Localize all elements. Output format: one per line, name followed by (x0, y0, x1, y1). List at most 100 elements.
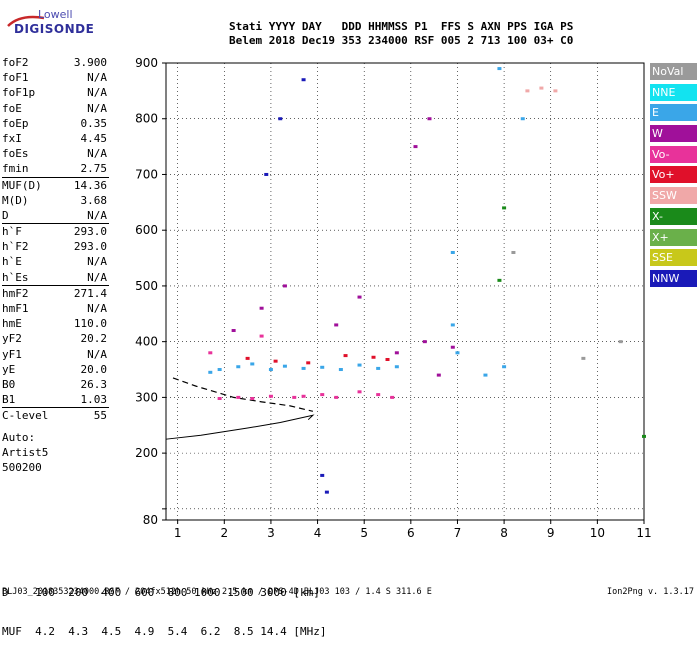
param-value: 1.03 (80, 393, 108, 407)
data-point (250, 362, 255, 366)
footer-version: Ion2Png v. 1.3.17 (607, 587, 694, 597)
param-label: h`E (2, 255, 22, 269)
y-tick-label: 400 (135, 335, 158, 349)
x-tick-label: 10 (590, 526, 605, 540)
data-point (553, 89, 558, 93)
x-tick-label: 7 (454, 526, 462, 540)
x-tick-label: 4 (314, 526, 322, 540)
param-label: fxI (2, 131, 22, 145)
param-row: h`F 293.0 (2, 223, 109, 239)
data-point (525, 89, 530, 93)
param-value: 20.2 (80, 332, 108, 346)
param-value: 0.35 (80, 116, 108, 130)
data-point (455, 351, 460, 355)
param-value: N/A (87, 147, 107, 161)
x-tick-label: 5 (360, 526, 368, 540)
param-label: foF1 (2, 71, 29, 85)
data-point (357, 390, 362, 394)
data-point (231, 329, 236, 333)
param-row: foF1 N/A (2, 70, 109, 85)
data-point (245, 356, 250, 360)
param-row: D N/A (2, 208, 109, 223)
data-point (539, 86, 544, 90)
param-value: 26.3 (80, 377, 108, 391)
param-value: 3.900 (73, 56, 107, 69)
param-label: yF2 (2, 332, 22, 346)
data-point (497, 278, 502, 282)
data-point (618, 340, 623, 344)
data-point (250, 397, 255, 401)
color-legend: NoVal NNE E W Vo- Vo+ SSW X- X+ SSE NNW (650, 63, 697, 291)
data-point (273, 359, 278, 363)
y-tick-label: 500 (135, 279, 158, 293)
legend-item: W (650, 125, 697, 143)
data-point (306, 361, 311, 365)
param-value: 20.0 (80, 362, 108, 376)
data-point (450, 250, 455, 254)
data-point (427, 117, 432, 121)
data-point (357, 363, 362, 367)
param-value: N/A (87, 270, 107, 284)
data-point (385, 357, 390, 361)
param-row: foF1p N/A (2, 85, 109, 100)
legend-item: X+ (650, 228, 697, 246)
autoscaling-info: Auto: Artist5 500200 (2, 430, 109, 475)
data-point (264, 172, 269, 176)
param-row: h`F2 293.0 (2, 239, 109, 254)
data-point (338, 368, 343, 372)
data-point (278, 117, 283, 121)
logo-top-text: Lowell (38, 8, 73, 21)
param-label: fmin (2, 162, 29, 176)
x-tick-label: 9 (547, 526, 555, 540)
auto-artist: Artist5 (2, 445, 49, 459)
data-point (497, 67, 502, 71)
param-label: foF2 (2, 56, 29, 69)
data-point (324, 490, 329, 494)
param-row: MUF(D) 14.36 (2, 176, 109, 193)
param-value: 110.0 (73, 317, 107, 331)
param-value: 3.68 (80, 193, 108, 207)
param-value: N/A (87, 255, 107, 269)
data-point (259, 306, 264, 310)
data-point (334, 395, 339, 399)
legend-item: SSW (650, 187, 697, 205)
digisonde-logo: Lowell DIGISONDE (6, 6, 94, 42)
data-point (642, 434, 646, 438)
data-point (376, 366, 381, 370)
x-tick-label: 3 (267, 526, 275, 540)
data-point (450, 345, 455, 349)
param-label: hmF1 (2, 302, 29, 315)
data-point (320, 365, 325, 369)
param-row: fxI 4.45 (2, 131, 109, 146)
param-label: MUF(D) (2, 178, 42, 192)
ionogram-chart: 1 2 3 4 5 6 7 8 9 10 11 80 200 300 400 500 600 700 800 900 (135, 56, 652, 540)
legend-item: NNE (650, 83, 697, 101)
y-tick-label: 80 (143, 513, 158, 527)
legend-item: NNW (650, 269, 697, 287)
param-row: M(D) 3.68 (2, 193, 109, 208)
param-row: hmE 110.0 (2, 316, 109, 331)
header-line-2: Belem 2018 Dec19 353 234000 RSF 005 2 71… (229, 34, 574, 47)
y-tick-label: 700 (135, 167, 158, 181)
data-point (502, 365, 507, 369)
param-row: hmF1 N/A (2, 301, 109, 316)
data-point (208, 370, 213, 374)
data-point (268, 394, 273, 398)
data-point (376, 393, 381, 397)
trace-line (172, 377, 314, 412)
param-row: foE N/A (2, 101, 109, 116)
param-value: 2.75 (80, 162, 108, 176)
auto-code: 500200 (2, 460, 42, 474)
data-point (208, 351, 213, 355)
data-point (301, 366, 306, 370)
param-label: foEs (2, 147, 29, 161)
param-value: N/A (87, 101, 107, 115)
data-point (301, 78, 306, 82)
data-point (236, 395, 241, 399)
param-row: foF2 3.900 (2, 55, 109, 70)
data-point (371, 355, 376, 359)
param-label: M(D) (2, 193, 29, 207)
param-value: 293.0 (73, 240, 107, 254)
param-value: N/A (87, 302, 107, 315)
data-point (282, 364, 287, 368)
